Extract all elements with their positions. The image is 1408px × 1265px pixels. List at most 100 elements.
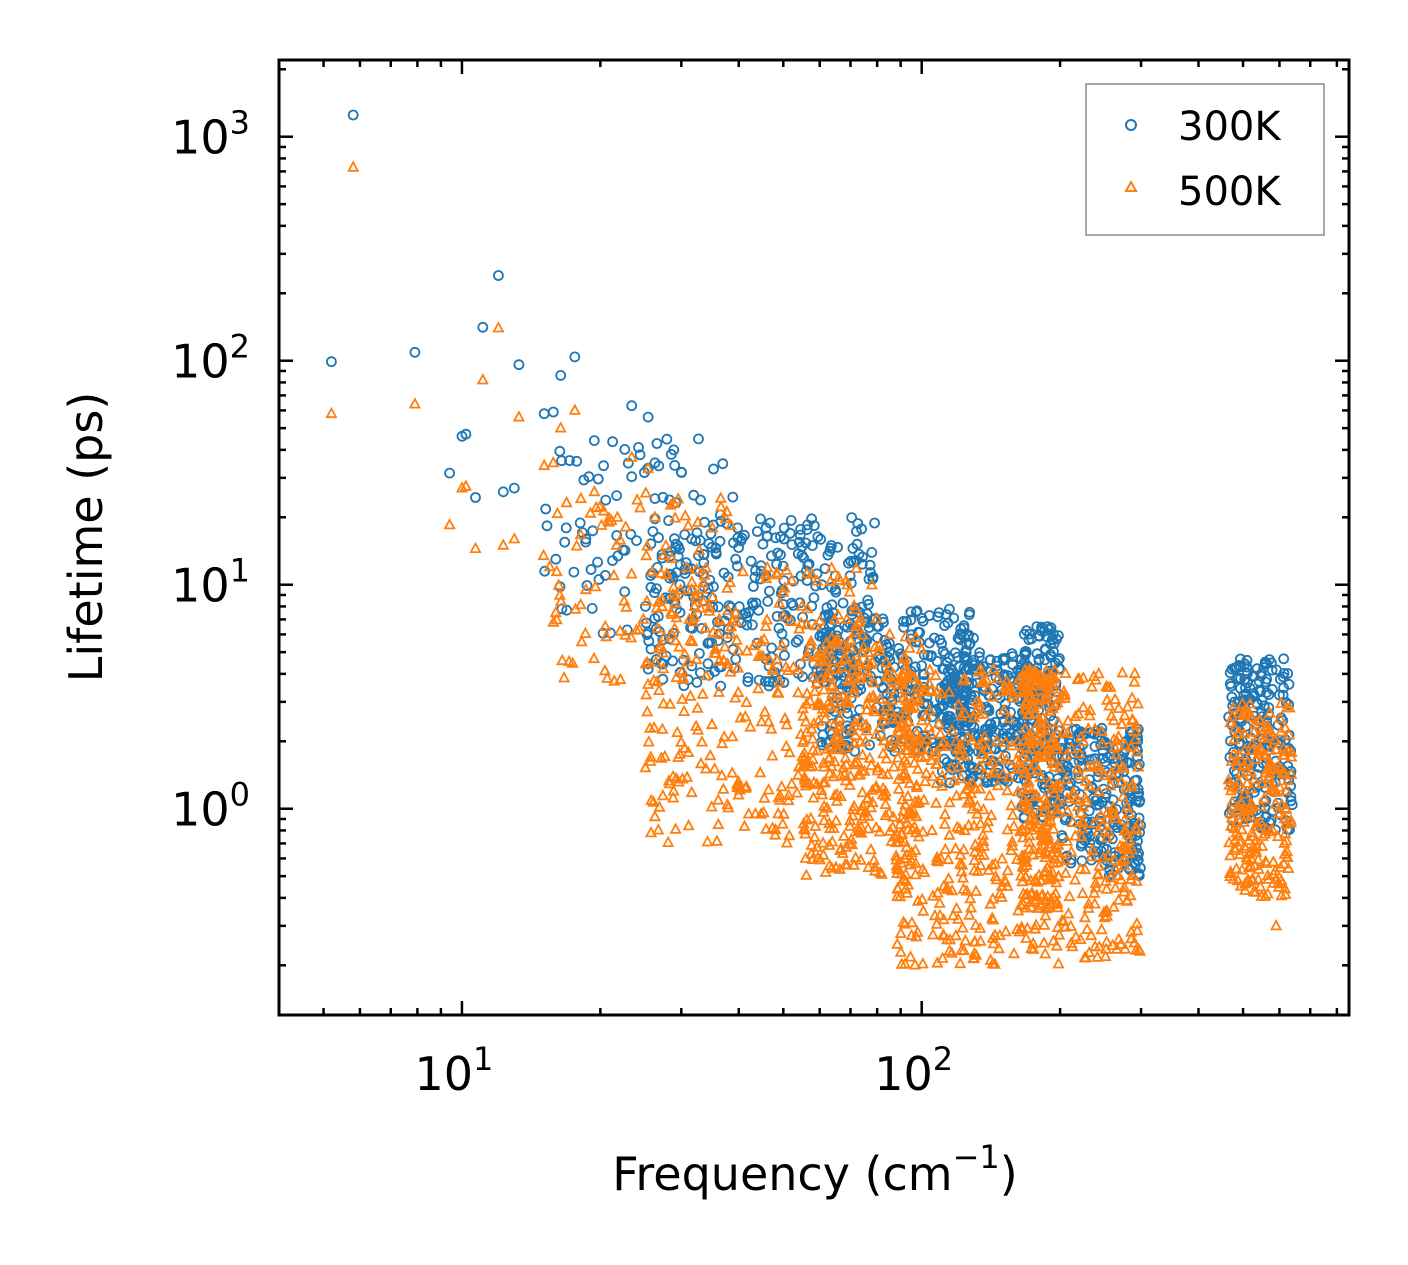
point-500K bbox=[574, 491, 588, 504]
point-500K bbox=[845, 723, 858, 736]
point-500K bbox=[1069, 709, 1082, 721]
point-500K bbox=[824, 740, 838, 752]
point-500K bbox=[1034, 842, 1047, 854]
point-500K bbox=[800, 725, 813, 737]
point-500K bbox=[1086, 843, 1099, 855]
point-500K bbox=[1022, 818, 1035, 830]
point-500K bbox=[758, 705, 772, 717]
point-300K bbox=[714, 535, 726, 547]
point-500K bbox=[637, 612, 650, 624]
point-500K bbox=[1113, 839, 1127, 851]
point-500K bbox=[957, 882, 970, 894]
point-500K bbox=[680, 560, 694, 573]
point-500K bbox=[854, 853, 867, 865]
point-500K bbox=[538, 458, 551, 471]
point-500K bbox=[667, 791, 680, 803]
point-500K bbox=[685, 785, 698, 798]
point-500K bbox=[1225, 754, 1238, 766]
point-300K bbox=[1045, 789, 1057, 801]
point-500K bbox=[1073, 746, 1086, 759]
point-500K bbox=[717, 782, 730, 794]
point-500K bbox=[1257, 792, 1271, 804]
point-500K bbox=[1083, 945, 1096, 958]
point-500K bbox=[828, 788, 842, 800]
y-tick-label: 100 bbox=[171, 776, 250, 837]
point-500K bbox=[1104, 779, 1117, 791]
y-axis-title: Lifetime (ps) bbox=[59, 392, 113, 683]
point-500K bbox=[740, 695, 753, 707]
point-500K bbox=[708, 762, 721, 774]
point-500K bbox=[762, 715, 775, 727]
point-300K bbox=[826, 599, 838, 611]
point-500K bbox=[900, 662, 914, 675]
point-500K bbox=[942, 852, 955, 865]
point-500K bbox=[945, 723, 959, 735]
point-500K bbox=[960, 782, 973, 794]
point-300K bbox=[1261, 673, 1273, 685]
point-500K bbox=[712, 793, 725, 805]
point-500K bbox=[640, 688, 653, 700]
point-500K bbox=[926, 769, 939, 781]
point-500K bbox=[1096, 737, 1109, 749]
point-500K bbox=[508, 532, 521, 544]
x-axis-title: Frequency (cm−1) bbox=[612, 1138, 1017, 1201]
point-500K bbox=[325, 406, 338, 419]
point-500K bbox=[1049, 886, 1062, 899]
point-500K bbox=[896, 674, 909, 686]
point-300K bbox=[1235, 673, 1247, 684]
point-500K bbox=[1118, 813, 1131, 825]
point-500K bbox=[642, 735, 655, 747]
point-500K bbox=[1036, 888, 1049, 900]
point-500K bbox=[1114, 937, 1128, 949]
point-500K bbox=[957, 843, 970, 855]
point-500K bbox=[733, 778, 746, 791]
point-300K bbox=[1271, 664, 1282, 676]
point-500K bbox=[1261, 868, 1274, 881]
point-500K bbox=[796, 701, 810, 714]
point-500K bbox=[579, 626, 592, 638]
point-500K bbox=[977, 736, 990, 748]
point-500K bbox=[682, 819, 695, 831]
point-500K bbox=[552, 578, 565, 590]
point-300K bbox=[574, 517, 586, 529]
point-500K bbox=[1021, 887, 1034, 899]
point-500K bbox=[731, 661, 745, 673]
point-500K bbox=[811, 744, 824, 756]
point-500K bbox=[443, 518, 456, 530]
point-500K bbox=[602, 511, 616, 523]
point-500K bbox=[873, 639, 886, 651]
point-300K bbox=[564, 455, 575, 466]
point-500K bbox=[898, 917, 912, 929]
point-500K bbox=[641, 655, 654, 667]
point-500K bbox=[1224, 819, 1238, 831]
point-500K bbox=[955, 709, 968, 721]
point-500K bbox=[956, 858, 969, 870]
point-500K bbox=[663, 697, 677, 709]
point-500K bbox=[1098, 768, 1111, 781]
point-500K bbox=[551, 506, 564, 519]
point-500K bbox=[1276, 877, 1289, 889]
point-500K bbox=[765, 722, 778, 734]
point-500K bbox=[1076, 886, 1089, 899]
point-500K bbox=[783, 828, 796, 841]
point-500K bbox=[1023, 812, 1036, 824]
point-500K bbox=[909, 630, 923, 643]
point-500K bbox=[987, 662, 1000, 674]
point-500K bbox=[1061, 834, 1074, 846]
point-500K bbox=[843, 819, 857, 831]
point-500K bbox=[978, 767, 991, 779]
point-300K bbox=[773, 622, 785, 634]
point-300K bbox=[760, 676, 771, 687]
point-300K bbox=[963, 609, 975, 621]
point-300K bbox=[826, 540, 837, 551]
point-300K bbox=[1278, 653, 1290, 665]
point-500K bbox=[885, 693, 898, 705]
point-500K bbox=[747, 638, 761, 651]
point-500K bbox=[614, 672, 627, 685]
point-500K bbox=[1231, 804, 1244, 816]
point-500K bbox=[906, 807, 919, 819]
point-300K bbox=[751, 526, 763, 537]
point-500K bbox=[1273, 711, 1287, 723]
point-500K bbox=[856, 812, 869, 824]
point-500K bbox=[806, 759, 819, 771]
